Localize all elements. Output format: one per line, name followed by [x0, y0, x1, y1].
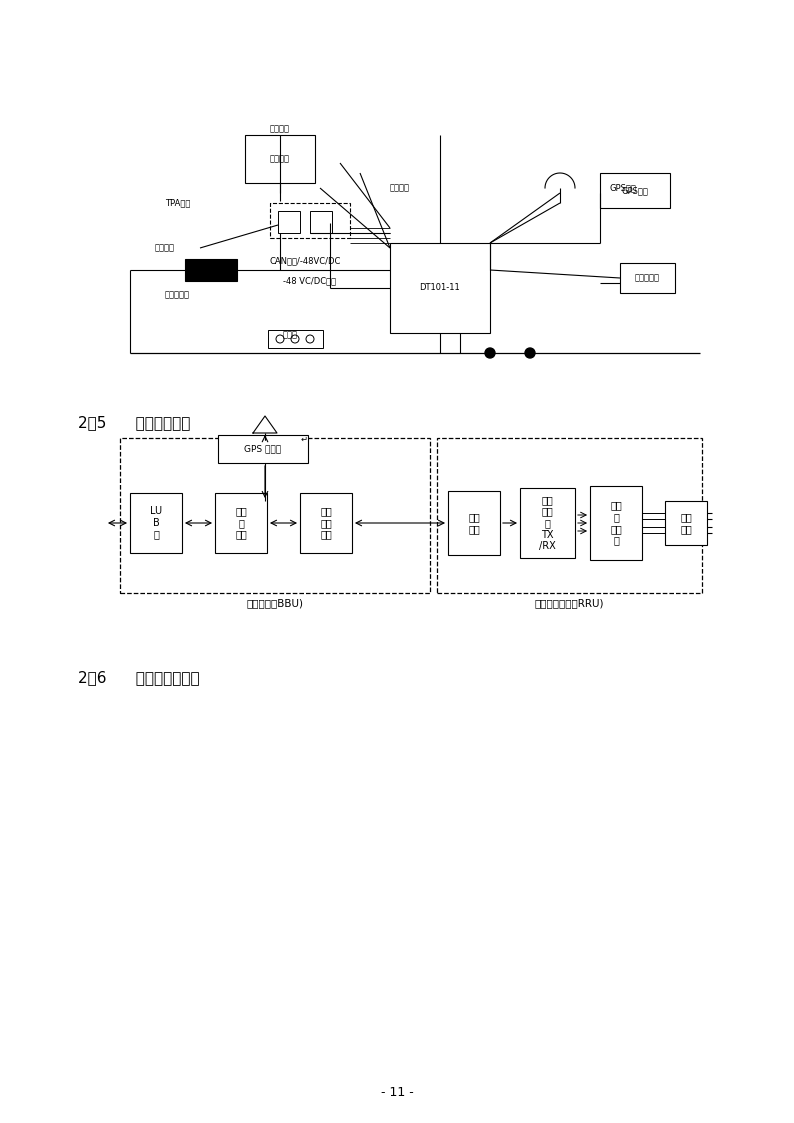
FancyBboxPatch shape — [310, 211, 332, 232]
Text: LU
B
接: LU B 接 — [150, 506, 162, 539]
FancyBboxPatch shape — [268, 330, 323, 348]
Text: 天线阵列: 天线阵列 — [270, 125, 290, 134]
Text: 直流配电板: 直流配电板 — [165, 291, 190, 300]
Text: 天线阵列: 天线阵列 — [270, 155, 290, 164]
Text: 主控
和
时钟: 主控 和 时钟 — [235, 506, 247, 539]
Text: GPS天线: GPS天线 — [610, 183, 637, 192]
Text: 射频拉远单元（RRU): 射频拉远单元（RRU) — [534, 599, 604, 608]
Text: - 11 -: - 11 - — [380, 1086, 414, 1099]
Text: GPS天线: GPS天线 — [622, 186, 649, 195]
Text: 室内单元（BBU): 室内单元（BBU) — [246, 599, 303, 608]
FancyBboxPatch shape — [590, 486, 642, 560]
FancyBboxPatch shape — [600, 173, 670, 208]
FancyBboxPatch shape — [448, 491, 500, 555]
FancyBboxPatch shape — [130, 493, 182, 553]
Circle shape — [525, 348, 535, 358]
Text: 光传输设备: 光传输设备 — [634, 274, 660, 283]
Text: GPS 接收机: GPS 接收机 — [245, 445, 282, 454]
Text: 2、5      基带拉远设备: 2、5 基带拉远设备 — [78, 416, 191, 430]
FancyBboxPatch shape — [185, 259, 237, 281]
FancyBboxPatch shape — [278, 211, 300, 232]
Text: 2、6      天馈系统实物照: 2、6 天馈系统实物照 — [78, 670, 199, 685]
Text: TPA外壳: TPA外壳 — [165, 199, 191, 208]
Text: 校准电缆: 校准电缆 — [155, 244, 175, 253]
FancyBboxPatch shape — [520, 489, 575, 558]
FancyBboxPatch shape — [390, 243, 490, 334]
Circle shape — [485, 348, 495, 358]
Text: DT101-11: DT101-11 — [419, 283, 461, 292]
Text: 智能
天线: 智能 天线 — [680, 512, 692, 533]
FancyBboxPatch shape — [218, 435, 308, 463]
Text: 接地排: 接地排 — [283, 330, 298, 339]
Text: -48 VC/DC电源: -48 VC/DC电源 — [283, 276, 337, 285]
Text: ↵: ↵ — [300, 435, 307, 444]
FancyBboxPatch shape — [300, 493, 352, 553]
Text: 功放
和
低噪
放: 功放 和 低噪 放 — [610, 501, 622, 546]
FancyBboxPatch shape — [620, 263, 675, 293]
Text: 基带
处理
单元: 基带 处理 单元 — [320, 506, 332, 539]
FancyBboxPatch shape — [215, 493, 267, 553]
FancyBboxPatch shape — [665, 501, 707, 545]
FancyBboxPatch shape — [245, 135, 315, 183]
Text: 射频电缆: 射频电缆 — [390, 183, 410, 192]
Text: 数字
中频: 数字 中频 — [468, 512, 480, 533]
Text: CAN总线/-48VC/DC: CAN总线/-48VC/DC — [270, 256, 341, 265]
Text: 收发
信单
元
TX
/RX: 收发 信单 元 TX /RX — [539, 495, 556, 551]
